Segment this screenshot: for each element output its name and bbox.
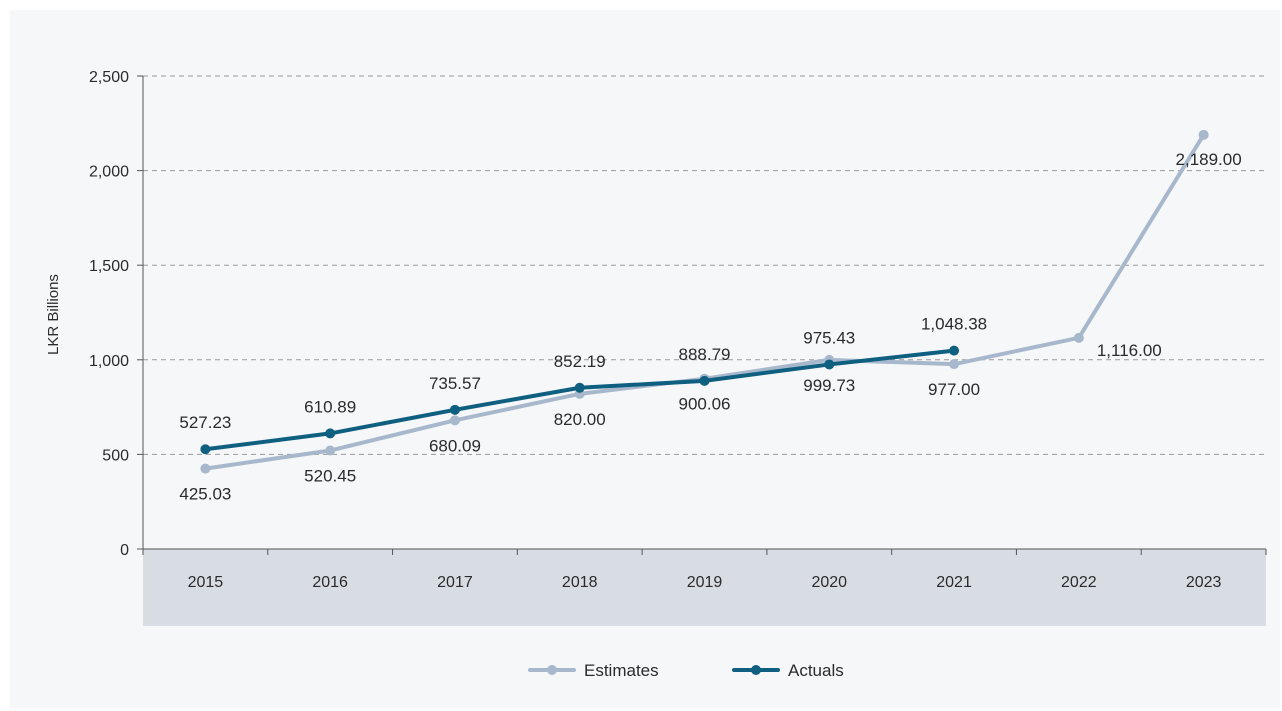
data-label-actuals: 1,048.38 bbox=[921, 315, 987, 334]
category-band-rect bbox=[143, 549, 1266, 626]
legend-marker-estimates bbox=[547, 665, 557, 675]
data-point-estimates bbox=[325, 445, 336, 456]
y-axis: 0 500 1,000 1,500 2,000 2,500 bbox=[89, 69, 143, 559]
data-point-actuals bbox=[949, 345, 960, 356]
y-tick-label: 500 bbox=[102, 447, 129, 464]
x-axis bbox=[142, 76, 1267, 555]
legend: Estimates Actuals bbox=[528, 661, 844, 680]
y-tick-label: 2,000 bbox=[89, 164, 129, 181]
data-label-actuals: 610.89 bbox=[304, 397, 356, 416]
data-label-actuals: 527.23 bbox=[179, 413, 231, 432]
y-tick-label: 1,000 bbox=[89, 353, 129, 370]
series bbox=[200, 129, 1209, 474]
data-point-actuals bbox=[824, 359, 835, 370]
data-point-estimates bbox=[200, 463, 211, 474]
y-tick-label: 0 bbox=[120, 542, 129, 559]
x-tick-label: 2018 bbox=[562, 574, 598, 591]
data-label-estimates: 1,116.00 bbox=[1097, 341, 1162, 360]
gridlines bbox=[143, 75, 1266, 455]
series-line-estimates bbox=[203, 132, 1206, 471]
x-tick-label: 2019 bbox=[687, 574, 723, 591]
x-tick-label: 2022 bbox=[1061, 574, 1097, 591]
data-point-estimates bbox=[1073, 332, 1084, 343]
x-tick-label: 2023 bbox=[1186, 574, 1222, 591]
data-labels: 425.03 520.45 680.09 820.00 900.06 999.73 977.… bbox=[179, 150, 1241, 504]
x-tick-label: 2020 bbox=[811, 574, 847, 591]
data-label-estimates: 900.06 bbox=[679, 395, 731, 414]
x-tick-label: 2017 bbox=[437, 574, 473, 591]
data-label-actuals: 888.79 bbox=[679, 345, 731, 364]
data-point-estimates bbox=[949, 359, 960, 370]
data-label-estimates: 680.09 bbox=[429, 436, 481, 455]
data-label-estimates: 520.45 bbox=[304, 467, 356, 486]
data-label-estimates: 425.03 bbox=[179, 485, 231, 504]
data-point-actuals bbox=[449, 404, 460, 415]
x-tick-label: 2021 bbox=[936, 574, 972, 591]
data-label-estimates: 977.00 bbox=[928, 380, 980, 399]
data-label-estimates: 2,189.00 bbox=[1176, 150, 1242, 169]
data-point-estimates bbox=[1198, 129, 1209, 140]
data-point-actuals bbox=[574, 382, 585, 393]
y-tick-label: 2,500 bbox=[89, 69, 129, 86]
legend-label-estimates: Estimates bbox=[584, 661, 659, 680]
data-label-estimates: 820.00 bbox=[554, 410, 606, 429]
data-label-estimates: 999.73 bbox=[803, 376, 855, 395]
data-label-actuals: 852.19 bbox=[554, 352, 606, 371]
data-label-actuals: 735.57 bbox=[429, 374, 481, 393]
data-point-estimates bbox=[449, 415, 460, 426]
data-point-actuals bbox=[325, 428, 336, 439]
data-point-actuals bbox=[200, 444, 211, 455]
category-band bbox=[143, 549, 1266, 626]
data-point-actuals bbox=[699, 375, 710, 386]
data-label-actuals: 975.43 bbox=[803, 328, 855, 347]
legend-marker-actuals bbox=[751, 665, 761, 675]
x-tick-label: 2015 bbox=[188, 574, 224, 591]
x-tick-label: 2016 bbox=[312, 574, 348, 591]
y-tick-label: 1,500 bbox=[89, 258, 129, 275]
x-tick-labels: 2015 2016 2017 2018 2019 2020 2021 2022 2023 bbox=[188, 574, 1222, 591]
legend-label-actuals: Actuals bbox=[788, 661, 844, 680]
y-axis-label: LKR Billions bbox=[45, 274, 62, 355]
